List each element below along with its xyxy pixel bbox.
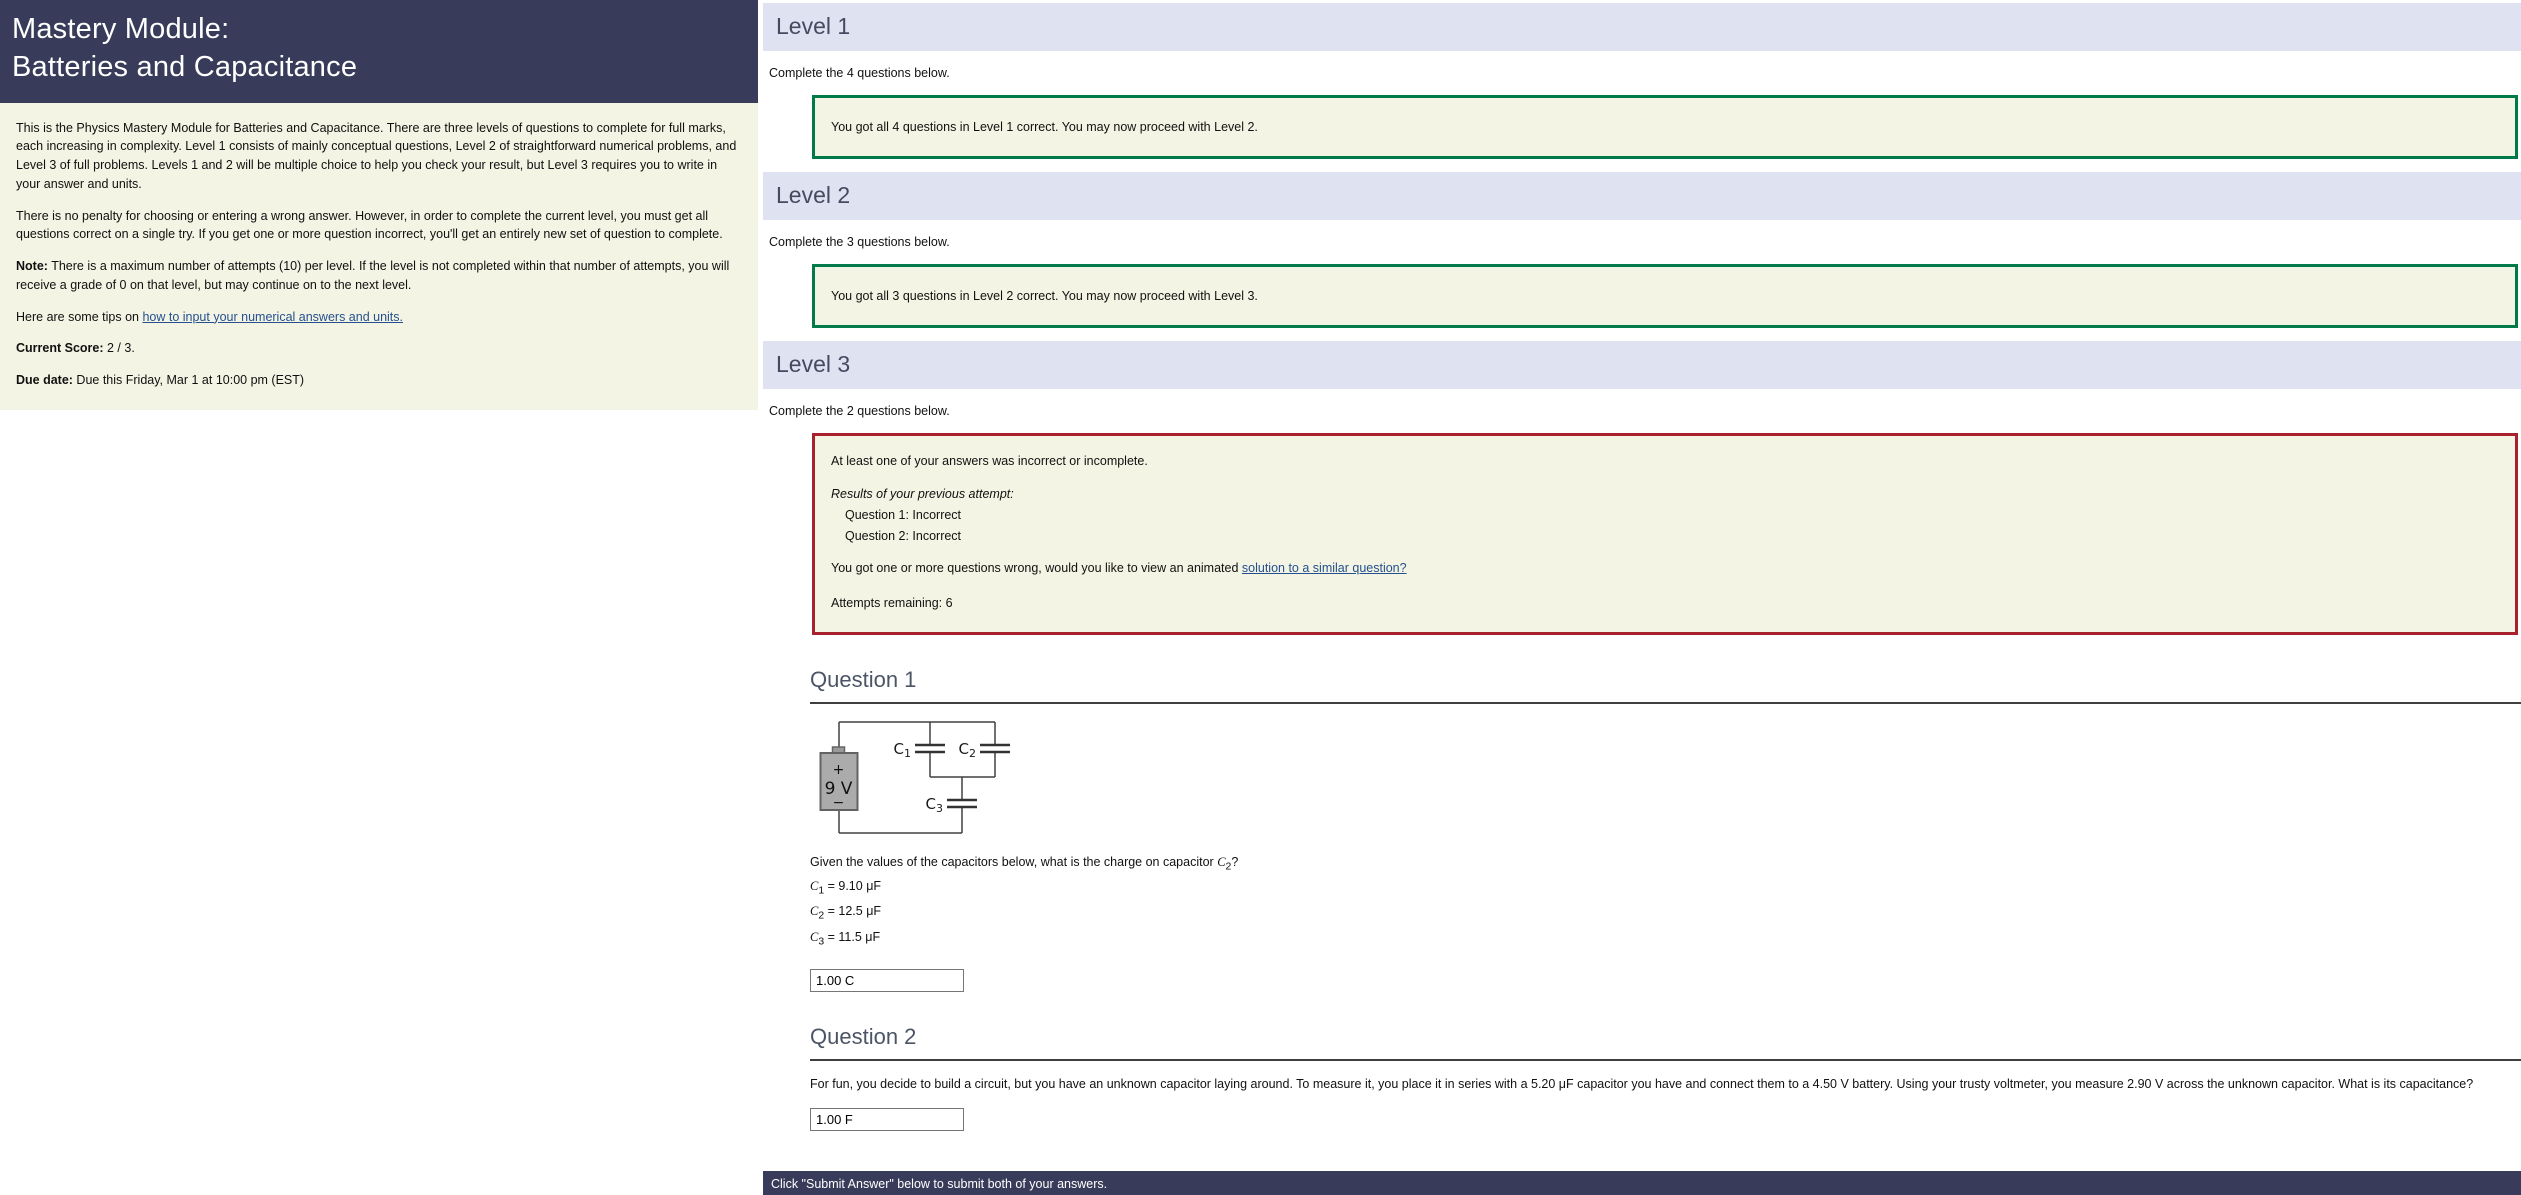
level-2-instruction: Complete the 3 questions below. (769, 235, 950, 250)
previous-attempt-results: Question 1: Incorrect Question 2: Incorr… (845, 506, 2499, 545)
question-2-result: Question 2: Incorrect (845, 528, 962, 543)
due-date-label: Due date: (16, 373, 73, 388)
level-3-section: Level 3 Complete the 2 questions below. … (763, 341, 2521, 1131)
question-1-title: Question 1 (810, 667, 2521, 704)
prompt-variable-sub: 2 (1225, 861, 1232, 873)
module-attempts-note: Note: There is a maximum number of attem… (16, 257, 740, 295)
question-1-prompt-text: Given the values of the capacitors below… (810, 855, 1218, 869)
due-date-line: Due date: Due this Friday, Mar 1 at 10:0… (16, 371, 740, 390)
current-score-line: Current Score: 2 / 3. (16, 339, 740, 358)
question-2-answer-input[interactable] (810, 1107, 964, 1131)
question-1-block: Question 1 (810, 667, 2521, 992)
level-1-header: Level 1 (763, 3, 2521, 51)
previous-attempt-heading: Results of your previous attempt: (831, 487, 1014, 502)
level-2-header: Level 2 (763, 172, 2521, 221)
capacitor-plates (915, 743, 1010, 809)
tips-line: Here are some tips on how to input your … (16, 308, 740, 327)
capacitor-c3-label: C3 (926, 795, 943, 815)
level-1-section: Level 1 Complete the 4 questions below. … (763, 3, 2521, 172)
note-text: There is a maximum number of attempts (1… (16, 259, 730, 292)
question-1-result: Question 1: Incorrect (845, 507, 962, 522)
capacitor-circuit-svg: + 9 V − C1 C2 C3 (819, 721, 1010, 834)
level-3-alert-box: At least one of your answers was incorre… (812, 433, 2518, 635)
incorrect-answers-message: At least one of your answers was incorre… (831, 454, 1148, 469)
level-1-status-text: You got all 4 questions in Level 1 corre… (831, 120, 1258, 134)
question-1-answer-input[interactable] (810, 969, 964, 992)
level-2-status-box: You got all 3 questions in Level 2 corre… (812, 264, 2518, 329)
question-2-title: Question 2 (810, 1024, 2521, 1061)
animated-solution-line: You got one or more questions wrong, wou… (831, 559, 2499, 577)
tips-prefix: Here are some tips on (16, 309, 143, 324)
score-label: Current Score: (16, 341, 104, 356)
capacitor-c1-label: C1 (894, 740, 911, 760)
module-title: Mastery Module: Batteries and Capacitanc… (12, 10, 744, 87)
module-info-box: This is the Physics Mastery Module for B… (0, 102, 758, 410)
level-1-instruction: Complete the 4 questions below. (769, 66, 950, 80)
level-2-section: Level 2 Complete the 3 questions below. … (763, 172, 2521, 341)
module-title-line2: Batteries and Capacitance (12, 51, 358, 84)
circuit-diagram: + 9 V − C1 C2 C3 (812, 718, 2521, 845)
module-description: This is the Physics Mastery Module for B… (16, 120, 737, 191)
submit-banner: Click "Submit Answer" below to submit bo… (763, 1170, 2521, 1195)
capacitor-c2-label: C2 (959, 740, 976, 760)
module-title-line1: Mastery Module: (12, 13, 230, 45)
prompt-variable: C (1217, 855, 1226, 869)
battery-body (819, 752, 859, 811)
question-2-text: For fun, you decide to build a circuit, … (810, 1077, 2474, 1091)
battery-plus-sign: + (833, 762, 845, 778)
capacitor-value-c1: C1 = 9.10 μF (810, 878, 882, 897)
main-content: Level 1 Complete the 4 questions below. … (763, 0, 2521, 1195)
question-1-prompt: Given the values of the capacitors below… (810, 855, 2521, 873)
level-2-status-text: You got all 3 questions in Level 2 corre… (831, 289, 1258, 304)
level-3-instruction: Complete the 2 questions below. (769, 404, 950, 419)
module-penalty-note: There is no penalty for choosing or ente… (16, 208, 723, 242)
capacitor-value-c2: C2 = 12.5 μF (810, 904, 882, 922)
module-title-header: Mastery Module: Batteries and Capacitanc… (0, 0, 758, 103)
score-value: 2 / 3. (103, 341, 135, 356)
tips-link[interactable]: how to input your numerical answers and … (142, 309, 404, 324)
due-date-value: Due this Friday, Mar 1 at 10:00 pm (EST) (72, 373, 305, 388)
attempts-remaining: Attempts remaining: 6 (831, 595, 953, 610)
battery-minus-sign: − (833, 795, 845, 811)
sidebar: Mastery Module: Batteries and Capacitanc… (0, 0, 758, 410)
question-1-prompt-suffix: ? (1231, 855, 1239, 869)
level-1-status-box: You got all 4 questions in Level 1 corre… (812, 95, 2518, 160)
battery-voltage-label: 9 V (825, 779, 853, 799)
level-3-header: Level 3 (763, 341, 2521, 390)
note-label: Note: (16, 259, 48, 274)
capacitor-value-c3: C3 = 11.5 μF (810, 929, 881, 948)
animated-solution-link[interactable]: solution to a similar question? (1241, 560, 1407, 575)
question-2-block: Question 2 For fun, you decide to build … (810, 1024, 2521, 1131)
animated-solution-prefix: You got one or more questions wrong, wou… (831, 560, 1242, 575)
